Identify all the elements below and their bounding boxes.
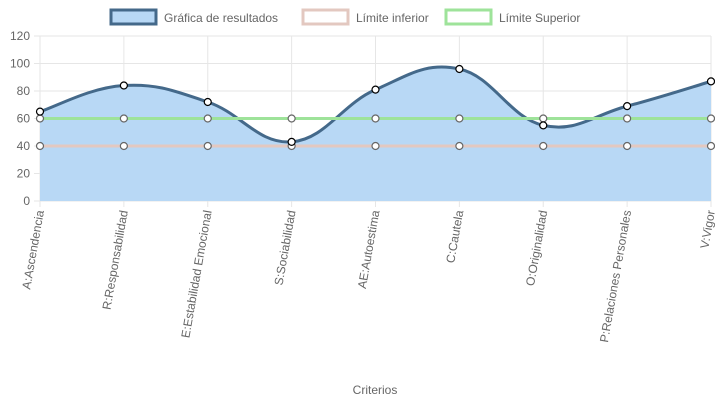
points-layer xyxy=(35,64,715,151)
data-point[interactable] xyxy=(371,114,380,123)
data-point[interactable] xyxy=(539,114,548,123)
data-point[interactable] xyxy=(455,64,464,74)
x-tick-label: AE:Autoestima xyxy=(355,209,383,290)
series-area xyxy=(40,66,711,201)
data-point[interactable] xyxy=(623,114,632,123)
x-tick-label: R:Responsabilidad xyxy=(100,209,131,311)
x-tick-label: P:Relaciones Personales xyxy=(597,209,634,343)
x-axis-title: Criterios xyxy=(353,383,398,397)
data-point[interactable] xyxy=(287,114,296,123)
x-axis-ticks: A:Ascendencia R:Responsabilidad E:Estabili… xyxy=(19,209,715,344)
data-point[interactable] xyxy=(706,141,715,151)
x-tick-label: V:Vigor xyxy=(697,209,715,250)
data-point[interactable] xyxy=(119,81,128,90)
data-point[interactable] xyxy=(455,114,464,123)
legend-label: Límite inferior xyxy=(356,11,429,25)
legend-swatch xyxy=(444,8,493,26)
data-point[interactable] xyxy=(371,85,380,94)
y-axis-ticks: 0 20 40 60 80 100 120 xyxy=(10,29,30,208)
data-point[interactable] xyxy=(35,141,45,151)
data-point[interactable] xyxy=(455,141,464,151)
data-point[interactable] xyxy=(706,77,715,86)
data-point[interactable] xyxy=(203,114,212,123)
data-point[interactable] xyxy=(623,102,632,111)
data-point[interactable] xyxy=(623,141,632,151)
data-point[interactable] xyxy=(371,141,380,151)
data-point[interactable] xyxy=(35,114,45,123)
y-tick-label: 20 xyxy=(17,167,31,181)
legend-label: Límite Superior xyxy=(499,11,580,25)
y-tick-label: 0 xyxy=(23,194,30,208)
data-point[interactable] xyxy=(119,141,128,151)
legend: Gráfica de resultados Límite inferior Lími… xyxy=(109,8,580,26)
data-point[interactable] xyxy=(539,121,548,130)
legend-swatch xyxy=(109,8,158,26)
y-tick-label: 60 xyxy=(17,112,31,126)
y-tick-label: 100 xyxy=(10,57,30,71)
data-point[interactable] xyxy=(203,97,212,107)
x-tick-label: E:Estabilidad Emocional xyxy=(178,209,214,339)
legend-item-1[interactable]: Límite inferior xyxy=(301,8,429,26)
legend-item-0[interactable]: Gráfica de resultados xyxy=(109,8,278,26)
data-point[interactable] xyxy=(706,114,715,123)
data-point[interactable] xyxy=(287,137,296,146)
x-tick-label: C:Cautela xyxy=(443,209,466,264)
legend-item-2[interactable]: Límite Superior xyxy=(444,8,580,26)
y-tick-label: 120 xyxy=(10,29,30,43)
x-tick-label: S:Sociabilidad xyxy=(272,209,299,286)
x-tick-label: A:Ascendencia xyxy=(19,209,47,291)
legend-swatch xyxy=(301,8,350,26)
x-tick-label: O:Originalidad xyxy=(523,209,550,287)
y-tick-label: 40 xyxy=(17,139,31,153)
y-tick-label: 80 xyxy=(17,84,31,98)
data-point[interactable] xyxy=(119,114,128,123)
legend-label: Gráfica de resultados xyxy=(164,11,278,25)
data-point[interactable] xyxy=(203,141,212,151)
series-layer xyxy=(35,64,715,201)
data-point[interactable] xyxy=(35,107,45,116)
data-point[interactable] xyxy=(539,141,548,151)
